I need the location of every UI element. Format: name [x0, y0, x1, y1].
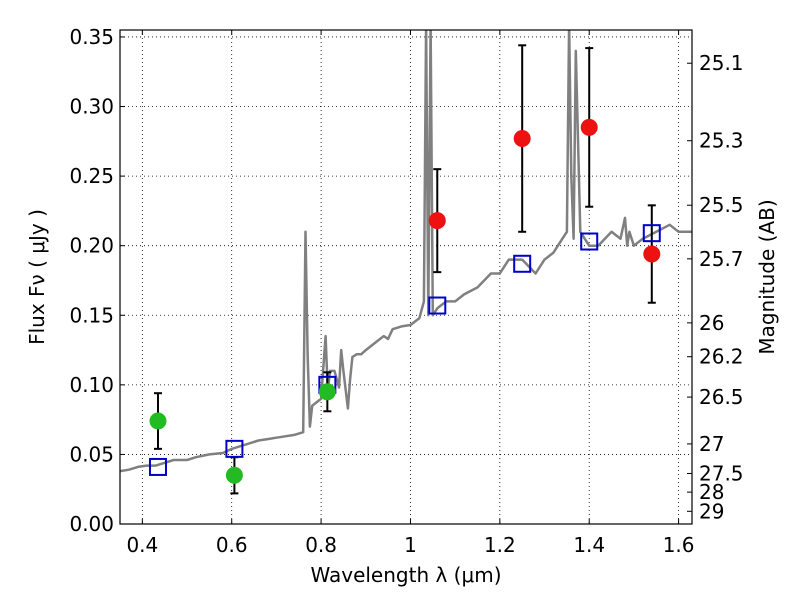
spectrum-line: [120, 30, 692, 473]
mag-tick-label: 26.2: [699, 345, 744, 369]
observed-flux-marker: [580, 118, 598, 136]
mag-tick-label: 25.1: [699, 51, 744, 75]
x-tick-label: 1.6: [663, 533, 695, 557]
mag-tick-label: 28: [699, 480, 724, 504]
model-band-flux-marker: [642, 224, 661, 243]
x-tick-label: 0.8: [305, 533, 337, 557]
x-tick-label: 0.4: [126, 533, 158, 557]
observed-flux-marker: [428, 212, 446, 230]
tick-layer: 0.4 0.6 0.8 1 1.2 1.4 1.6 0.00 0.05 0.10 0.15 0.20 0…: [69, 25, 743, 557]
y-tick-label: 0.20: [69, 234, 114, 258]
plot-layer: [120, 30, 692, 495]
y2-axis-label: Magnitude (AB): [755, 199, 779, 354]
x-tick-label: 1: [404, 533, 417, 557]
y-axis-label: Flux Fν ( μJy ): [25, 209, 49, 345]
observed-flux-marker: [318, 383, 336, 401]
y-tick-label: 0.35: [69, 25, 114, 49]
x-axis-label: Wavelength λ (μm): [310, 563, 501, 587]
y-tick-label: 0.15: [69, 303, 114, 327]
mag-tick-label: 27.5: [699, 461, 744, 485]
x-tick-label: 0.6: [216, 533, 248, 557]
mag-tick-label: 26.5: [699, 385, 744, 409]
model-band-flux-marker: [428, 296, 447, 315]
y-tick-label: 0.05: [69, 442, 114, 466]
grid-layer: [120, 30, 692, 525]
x-tick-label: 1.2: [484, 533, 516, 557]
y-tick-label: 0.25: [69, 164, 114, 188]
mag-tick-label: 26: [699, 311, 724, 335]
observed-flux-marker: [225, 466, 243, 484]
y-tick-label: 0.30: [69, 95, 114, 119]
observed-flux-marker: [149, 412, 167, 430]
plot-frame: [119, 29, 693, 525]
observed-flux-marker: [643, 245, 661, 263]
model-band-flux-marker: [148, 457, 167, 476]
model-band-flux-marker: [225, 439, 244, 458]
mag-tick-label: 25.7: [699, 247, 744, 271]
y-tick-label: 0.10: [69, 373, 114, 397]
model-band-flux-marker: [513, 254, 532, 273]
mag-tick-label: 27: [699, 432, 724, 456]
observed-flux-marker: [513, 130, 531, 148]
model-band-flux-marker: [580, 232, 599, 251]
mag-tick-label: 25.5: [699, 193, 744, 217]
x-tick-label: 1.4: [573, 533, 605, 557]
y-tick-label: 0.00: [69, 512, 114, 536]
mag-tick-label: 29: [699, 499, 724, 523]
mag-tick-label: 25.3: [699, 129, 744, 153]
